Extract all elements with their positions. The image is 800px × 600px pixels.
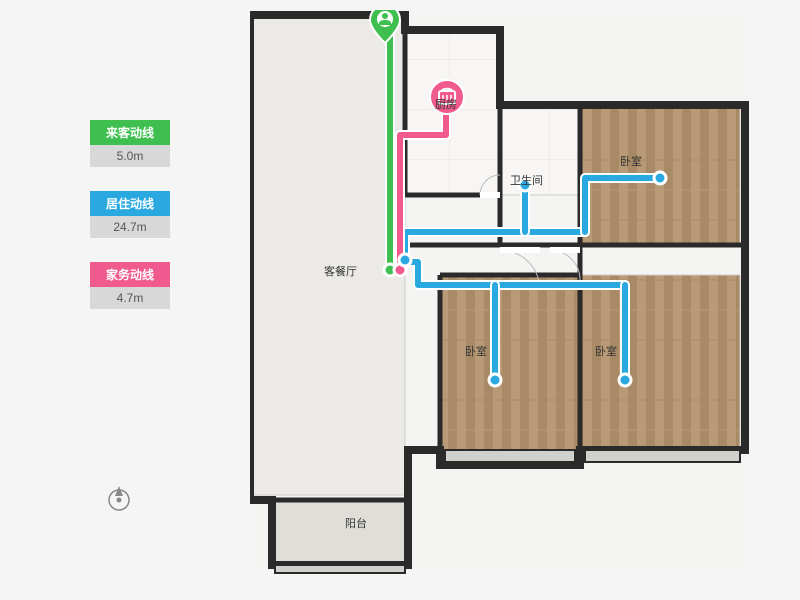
legend-item-living: 居住动线 24.7m	[90, 191, 170, 238]
svg-text:阳台: 阳台	[345, 516, 367, 530]
legend-value: 24.7m	[90, 216, 170, 238]
svg-text:卧室: 卧室	[595, 344, 617, 358]
legend-value: 5.0m	[90, 145, 170, 167]
legend-value: 4.7m	[90, 287, 170, 309]
legend: 来客动线 5.0m 居住动线 24.7m 家务动线 4.7m	[90, 120, 170, 333]
legend-label: 居住动线	[90, 191, 170, 216]
legend-label: 家务动线	[90, 262, 170, 287]
compass-icon	[103, 480, 135, 512]
legend-item-visitor: 来客动线 5.0m	[90, 120, 170, 167]
floorplan: 客餐厅厨房卫生间卧室卧室卧室阳台	[250, 10, 750, 590]
legend-item-housework: 家务动线 4.7m	[90, 262, 170, 309]
svg-text:卫生间: 卫生间	[510, 173, 543, 187]
svg-text:客餐厅: 客餐厅	[324, 264, 357, 278]
svg-text:厨房: 厨房	[435, 98, 457, 111]
svg-text:卧室: 卧室	[465, 344, 487, 358]
legend-label: 来客动线	[90, 120, 170, 145]
svg-text:卧室: 卧室	[620, 154, 642, 168]
